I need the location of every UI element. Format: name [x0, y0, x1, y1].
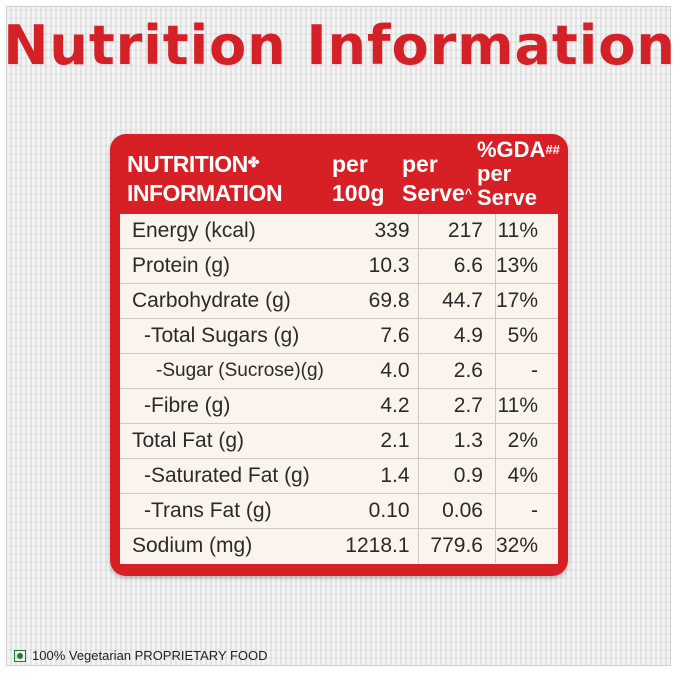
footer-text: 100% Vegetarian PROPRIETARY FOOD — [32, 648, 268, 663]
value-per-serve: 2.6 — [418, 353, 496, 389]
table-row: Total Fat (g) 2.1 1.3 2% — [120, 423, 558, 459]
row-label: -Fibre (g) — [120, 388, 341, 424]
table-row: -Sugar (Sucrose)(g) 4.0 2.6 - — [120, 353, 558, 389]
value-per-100g: 2.1 — [340, 423, 419, 459]
value-per-serve: 217 — [418, 214, 496, 249]
value-per-100g: 7.6 — [340, 318, 419, 354]
table-body: Energy (kcal) 339 217 11% Protein (g) 10… — [120, 214, 558, 564]
header-col1-line2: INFORMATION — [127, 180, 283, 206]
header-col4-line3: Serve — [477, 185, 537, 210]
header-nutrition-information: NUTRITION✤ INFORMATION — [127, 150, 283, 208]
veg-icon — [14, 649, 26, 662]
value-gda: - — [495, 493, 558, 529]
value-gda: 17% — [495, 283, 558, 319]
value-gda: - — [495, 353, 558, 389]
row-label: Protein (g) — [120, 248, 341, 284]
nutrition-table: Energy (kcal) 339 217 11% Protein (g) 10… — [120, 214, 558, 563]
table-row: Carbohydrate (g) 69.8 44.7 17% — [120, 283, 558, 319]
row-label: Total Fat (g) — [120, 423, 341, 459]
header-col1-line1: NUTRITION — [127, 151, 248, 177]
table-row: -Saturated Fat (g) 1.4 0.9 4% — [120, 458, 558, 494]
value-per-serve: 1.3 — [418, 423, 496, 459]
nutrition-footnote-mark: ✤ — [247, 154, 260, 170]
table-row: -Fibre (g) 4.2 2.7 11% — [120, 388, 558, 424]
value-per-serve: 4.9 — [418, 318, 496, 354]
footer-note: 100% Vegetarian PROPRIETARY FOOD — [14, 648, 268, 663]
value-gda: 32% — [495, 534, 538, 557]
table-row: -Trans Fat (g) 0.10 0.06 - — [120, 493, 558, 529]
header-col3-line2: Serve — [402, 180, 465, 206]
header-col4-line1: %GDA — [477, 137, 546, 162]
value-gda: 11% — [495, 214, 558, 249]
value-gda: 2% — [495, 423, 558, 459]
row-label: -Trans Fat (g) — [120, 493, 341, 529]
page-title: Nutrition Information — [3, 14, 676, 77]
value-gda: 13% — [495, 248, 558, 284]
header-col2-line1: per — [332, 151, 368, 177]
row-label: Carbohydrate (g) — [120, 283, 341, 319]
value-gda: 4% — [495, 458, 558, 494]
value-per-serve: 6.6 — [418, 248, 496, 284]
value-per-100g: 69.8 — [340, 283, 419, 319]
value-per-100g: 4.2 — [340, 388, 419, 424]
value-per-100g: 0.10 — [340, 493, 419, 529]
header-per-serve: per Serve^ — [402, 150, 472, 208]
table-row: -Total Sugars (g) 7.6 4.9 5% — [120, 318, 558, 354]
value-per-serve: 2.7 — [418, 388, 496, 424]
value-per-serve: 779.6 — [418, 528, 496, 563]
row-label: -Saturated Fat (g) — [120, 458, 341, 494]
table-row: Energy (kcal) 339 217 11% — [120, 214, 558, 249]
value-per-serve: 0.9 — [418, 458, 496, 494]
header-col3-line1: per — [402, 151, 438, 177]
value-gda: 11% — [495, 388, 558, 424]
header-per-100g: per 100g — [332, 150, 384, 208]
header-col2-line2: 100g — [332, 180, 385, 206]
value-per-serve: 0.06 — [418, 493, 496, 529]
gda-footnote-mark: ## — [545, 142, 560, 157]
table-row: Sodium (mg) 1218.1 779.6 32% — [120, 528, 558, 563]
value-per-100g: 1218.1 — [340, 528, 419, 563]
value-per-100g: 1.4 — [340, 458, 419, 494]
row-label: -Total Sugars (g) — [120, 318, 341, 354]
value-per-100g: 4.0 — [340, 353, 419, 389]
header-gda-per-serve: %GDA## per Serve — [477, 138, 560, 210]
row-label: Energy (kcal) — [120, 214, 341, 249]
value-gda: 5% — [495, 318, 558, 354]
value-per-100g: 339 — [340, 214, 419, 249]
row-label: Sodium (mg) — [132, 534, 253, 557]
table-row: Protein (g) 10.3 6.6 13% — [120, 248, 558, 284]
value-per-serve: 44.7 — [418, 283, 496, 319]
header-col4-line2: per — [477, 161, 512, 186]
value-per-100g: 10.3 — [340, 248, 419, 284]
serve-footnote-mark: ^ — [464, 186, 473, 201]
table-header: NUTRITION✤ INFORMATION per 100g per Serv… — [110, 134, 568, 214]
nutrition-table-panel: NUTRITION✤ INFORMATION per 100g per Serv… — [110, 134, 568, 576]
row-label: -Sugar (Sucrose)(g) — [120, 353, 341, 389]
